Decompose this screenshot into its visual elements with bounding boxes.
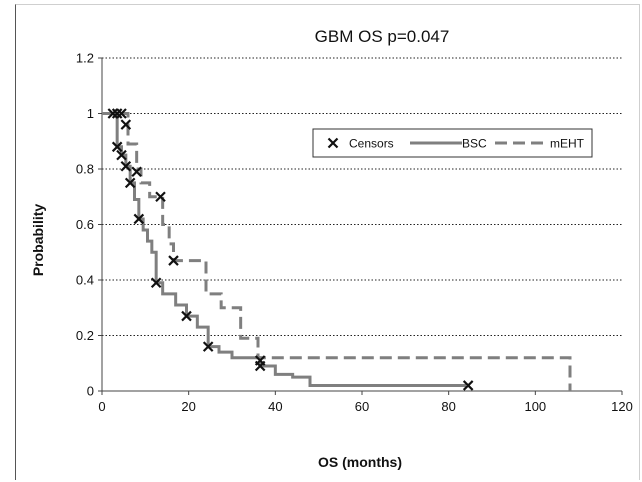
- y-tick-label-6: 1.2: [76, 51, 94, 66]
- y-axis-title: Probability: [30, 204, 46, 277]
- censor-marker-2: [116, 108, 127, 119]
- censor-marker-9: [133, 213, 145, 225]
- grid-lines: [102, 57, 622, 336]
- censor-marker-1: [111, 108, 123, 119]
- series-meht-line: [102, 112, 572, 391]
- x-tick-label-5: 100: [524, 399, 546, 414]
- x-tick-label-4: 80: [441, 399, 455, 414]
- x-tick-label-3: 60: [355, 399, 369, 414]
- y-tick-label-3: 0.6: [76, 217, 94, 232]
- censor-marker-14: [202, 341, 214, 352]
- censor-marker-5: [116, 149, 127, 161]
- legend-censors-marker: [327, 137, 339, 149]
- y-tick-label-2: 0.4: [76, 273, 94, 288]
- y-tick-label-1: 0.2: [76, 328, 94, 343]
- y-tick-label-5: 1: [87, 106, 94, 121]
- x-tick-label-0: 0: [98, 399, 105, 414]
- censor-marker-4: [111, 141, 123, 153]
- legend-meht-label: mEHT: [550, 137, 585, 151]
- legend-censors-label: Censors: [349, 137, 394, 151]
- x-tick-label-2: 40: [268, 399, 282, 414]
- censor-marker-10: [155, 191, 166, 203]
- censor-marker-8: [131, 166, 142, 178]
- y-tick-label-0: 0: [87, 384, 94, 399]
- censor-marker-17: [462, 380, 474, 391]
- censor-marker-13: [181, 310, 192, 322]
- censor-markers: [107, 108, 474, 391]
- censor-marker-0: [107, 108, 119, 119]
- censor-marker-6: [120, 160, 132, 172]
- censor-marker-7: [124, 177, 136, 189]
- censor-marker-16: [254, 360, 266, 372]
- x-tick-label-1: 20: [181, 399, 195, 414]
- y-tick-label-4: 0.8: [76, 162, 94, 177]
- legend: Censors BSC mEHT: [312, 128, 593, 158]
- chart-frame: [15, 4, 640, 480]
- censor-marker-12: [168, 255, 179, 266]
- axes: 0 0.2 0.4 0.6 0.8 1 1.2 0 20 40 60 80 100 120: [76, 51, 633, 415]
- x-axis-title: OS (months): [318, 454, 402, 470]
- censor-marker-3: [120, 119, 132, 130]
- legend-bsc-label: BSC: [462, 137, 487, 151]
- x-tick-label-6: 120: [611, 399, 633, 414]
- chart-title: GBM OS p=0.047: [315, 27, 450, 46]
- censor-marker-11: [150, 277, 162, 289]
